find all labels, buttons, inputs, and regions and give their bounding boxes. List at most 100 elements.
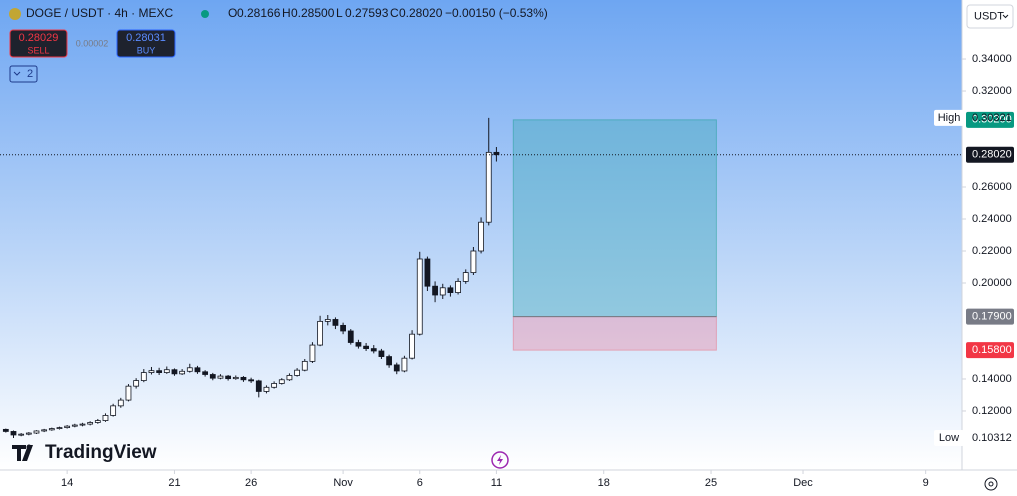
indicators-count: 2 <box>27 68 33 80</box>
market-status <box>201 10 209 18</box>
sell-price: 0.28029 <box>19 32 59 44</box>
high-value: 0.30321 <box>972 112 1012 124</box>
brand: TradingView <box>45 442 157 463</box>
candle-body <box>386 356 392 366</box>
candle-body <box>41 429 48 432</box>
y-tick-label: 0.22000 <box>972 245 1012 257</box>
y-tick-label: 0.26000 <box>972 181 1012 193</box>
target-label: 0.30200 <box>972 114 1012 126</box>
x-tick-label: Nov <box>333 477 353 489</box>
ohlc-key: L <box>336 6 343 20</box>
candle-body <box>462 272 469 282</box>
candle-body <box>286 375 293 381</box>
lightning <box>497 455 503 465</box>
change: −0.00150 (−0.53%) <box>445 6 548 20</box>
candle-body <box>447 287 454 293</box>
current-price-label: 0.28020 <box>972 149 1012 161</box>
candle-body <box>18 433 25 436</box>
low-value: 0.10312 <box>972 432 1012 444</box>
x-tick-label: 14 <box>61 477 73 489</box>
y-tick-label: 0.24000 <box>972 213 1012 225</box>
candle-body <box>140 372 147 381</box>
entry-badge <box>966 308 1014 325</box>
high-tag-label: High <box>938 112 961 124</box>
candle-body <box>33 430 40 434</box>
candle-body <box>79 423 86 426</box>
currency-select[interactable] <box>966 4 1014 29</box>
ohlc-value: 0.28500 <box>291 6 335 20</box>
candle-body <box>470 250 477 273</box>
buy-button[interactable] <box>116 29 176 58</box>
candle-body <box>94 420 101 423</box>
brand-logo-dot <box>26 444 32 450</box>
candle-body <box>179 370 186 375</box>
sell-button[interactable] <box>9 29 68 58</box>
axes: 0.34000 0.32000 0.26000 0.24000 0.22000 0.200… <box>61 53 1014 489</box>
candle-body <box>485 151 492 223</box>
candle-body <box>102 415 109 421</box>
candle-body <box>409 333 415 359</box>
candle-body <box>194 367 201 373</box>
candle-body <box>202 371 209 375</box>
settings-icon[interactable] <box>984 477 998 491</box>
y-tick-label: 0.34000 <box>972 53 1012 65</box>
candle-body <box>363 345 369 349</box>
ohlc-key: O <box>228 6 237 20</box>
x-tick-label: 21 <box>168 477 180 489</box>
position-target <box>512 119 717 318</box>
candle-body <box>324 319 331 322</box>
x-tick-label: 9 <box>923 477 929 489</box>
entry-label: 0.17900 <box>972 310 1012 322</box>
candle-body <box>255 380 262 392</box>
events-icon[interactable] <box>491 451 509 469</box>
x-tick-label: 25 <box>705 477 717 489</box>
ohlc-value: 0.28020 <box>399 6 443 20</box>
low-tag <box>934 429 964 446</box>
candle-body <box>10 431 17 436</box>
ohlc-key: C <box>390 6 399 20</box>
candle-body <box>64 425 71 429</box>
candle-body <box>355 342 362 347</box>
candle-body <box>2 428 9 432</box>
x-tick-label: 11 <box>491 477 502 489</box>
ohlc: O 0.28166 H 0.28500 L 0.27593 C 0.28020 <box>228 6 443 20</box>
candle-body <box>309 344 316 362</box>
candle-body <box>240 376 247 381</box>
candle-body <box>439 287 446 296</box>
chevron <box>13 71 21 76</box>
spread: 0.00002 <box>76 38 109 48</box>
indicators-toggle[interactable] <box>9 65 38 83</box>
current-price-badge <box>966 146 1014 163</box>
x-tick-label: Dec <box>793 477 813 489</box>
stop-label: 0.15800 <box>972 344 1012 356</box>
y-tick-label: 0.14000 <box>972 373 1012 385</box>
candle-body <box>263 386 270 392</box>
candle-body <box>87 422 94 425</box>
candle-body <box>432 285 438 296</box>
candle-body <box>209 374 216 379</box>
candle-body <box>163 369 170 373</box>
candle-body <box>125 385 132 401</box>
candle-body <box>493 151 500 156</box>
currency: USDT <box>974 10 1004 22</box>
candle-body <box>478 221 484 252</box>
ohlc-value: 0.27593 <box>345 6 389 20</box>
chevron <box>1002 14 1009 19</box>
candle-body <box>424 258 431 287</box>
candle-body <box>156 370 163 373</box>
symbol: DOGE / USDT · 4h · MEXC <box>26 6 173 20</box>
candle-body <box>133 380 140 387</box>
target-badge <box>966 111 1014 128</box>
settings-icon-center <box>988 481 994 487</box>
candle-body <box>332 319 339 326</box>
ohlc-value: 0.28166 <box>237 6 281 20</box>
plot <box>0 117 962 439</box>
candle-body <box>340 324 346 332</box>
candle-body <box>301 360 308 371</box>
y-tick-label: 0.12000 <box>972 405 1012 417</box>
y-tick-label: 0.32000 <box>972 85 1012 97</box>
candle-body <box>217 375 224 379</box>
candle-body <box>317 320 323 346</box>
candle-body <box>271 383 278 388</box>
